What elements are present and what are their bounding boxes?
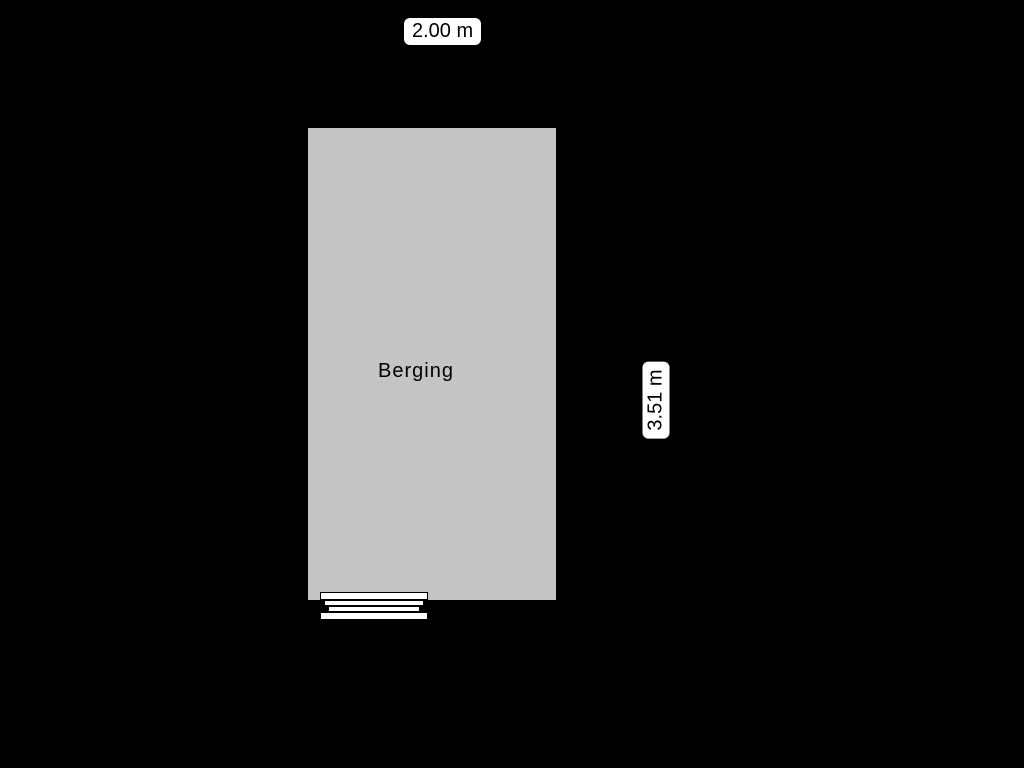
door-step xyxy=(320,592,428,600)
room-label: Berging xyxy=(378,360,454,383)
door-step xyxy=(320,612,428,620)
dimension-height-label: 3.51 m xyxy=(643,361,670,438)
dimension-width-label: 2.00 m xyxy=(404,18,481,45)
